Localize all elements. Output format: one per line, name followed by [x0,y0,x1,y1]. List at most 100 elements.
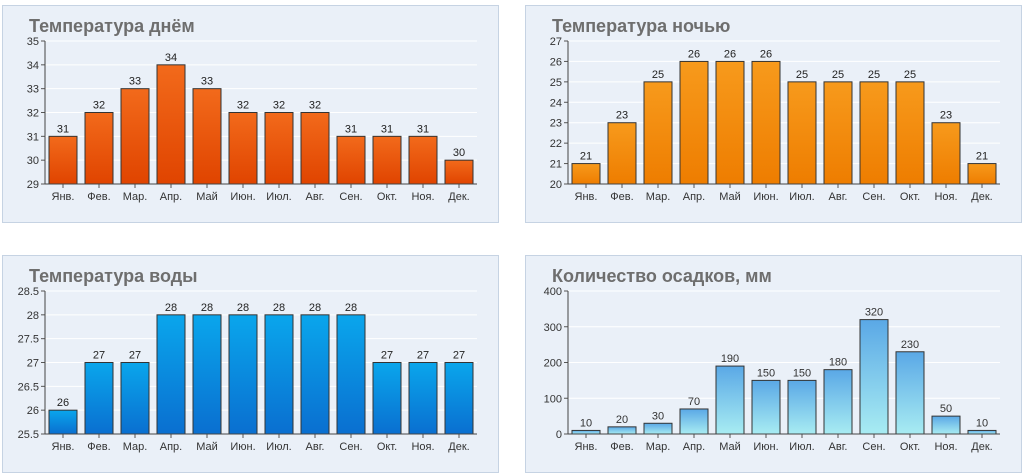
x-tick-label: Мар. [646,441,671,453]
bar [787,81,817,185]
x-tick-label: Апр. [683,191,705,203]
x-tick-label: Дек. [971,441,992,453]
data-label: 190 [721,353,739,365]
x-tick-label: Авг. [829,191,848,203]
bar [787,379,817,435]
data-label: 34 [165,52,177,64]
x-tick-label: Фев. [87,191,110,203]
bar [264,112,294,185]
bar [264,314,294,435]
bar [336,135,366,185]
bar [48,135,78,185]
data-label: 50 [940,403,952,415]
y-tick-label: 25.5 [18,429,39,441]
x-tick-label: Дек. [448,441,469,453]
data-label: 26 [688,48,700,60]
y-tick-label: 33 [27,84,39,96]
x-tick-label: Окт. [900,191,920,203]
x-tick-label: Фев. [87,441,110,453]
x-tick-label: Окт. [377,441,397,453]
bar [571,163,601,185]
x-tick-label: Фев. [610,441,633,453]
x-tick-label: Ноя. [411,441,434,453]
bar-chart: 0 100 200 300 400 10 Янв. 20 Фев. 30 Мар. 70 Апр. 190… [544,286,1000,453]
x-tick-label: Янв. [575,441,598,453]
bar [607,122,637,185]
data-label: 27 [381,350,393,362]
bar [48,409,78,435]
y-tick-label: 30 [27,155,39,167]
bar [823,81,853,185]
bar [679,408,709,435]
bar [967,429,997,435]
x-tick-label: Сен. [862,441,885,453]
y-tick-label: 32 [27,108,39,120]
x-tick-label: Ноя. [934,441,957,453]
data-label: 320 [865,307,883,319]
data-label: 10 [580,417,592,429]
data-label: 32 [237,100,249,112]
data-label: 32 [273,100,285,112]
x-tick-label: Окт. [377,191,397,203]
bar [751,60,781,185]
x-tick-label: Ноя. [411,191,434,203]
x-tick-label: Мар. [123,441,148,453]
bar [192,314,222,435]
chart-panel-precipitation: Количество осадков, мм 0 100 200 300 400 10 Ян… [525,255,1022,473]
y-tick-label: 25 [550,77,562,89]
x-tick-label: Апр. [160,441,182,453]
bar [751,379,781,435]
x-tick-label: Июл. [789,441,814,453]
x-tick-label: Мар. [123,191,148,203]
x-tick-label: Июн. [753,441,778,453]
data-label: 31 [417,123,429,135]
x-tick-label: Май [196,191,218,203]
data-label: 26 [57,397,69,409]
y-tick-label: 21 [550,159,562,171]
y-tick-label: 300 [544,322,562,334]
y-tick-label: 26.5 [18,381,39,393]
data-label: 32 [309,100,321,112]
y-tick-label: 29 [27,179,39,191]
x-tick-label: Июл. [266,441,291,453]
y-tick-label: 27 [27,358,39,370]
bar [300,314,330,435]
data-label: 30 [652,410,664,422]
data-label: 230 [901,339,919,351]
bar [643,422,673,435]
y-tick-label: 35 [27,36,39,48]
bar [408,362,438,435]
bar [931,415,961,435]
y-tick-label: 31 [27,131,39,143]
x-tick-label: Янв. [52,191,75,203]
data-label: 23 [616,110,628,122]
x-tick-label: Сен. [339,441,362,453]
chart-title: Температура ночью [552,16,731,36]
x-tick-label: Апр. [160,191,182,203]
y-tick-label: 27 [550,36,562,48]
data-label: 31 [345,123,357,135]
chart-title: Температура днём [29,16,195,36]
x-tick-label: Авг. [306,191,325,203]
bar-chart: 25.5 26 26.5 27 27.5 28 28.5 26 Янв. 27 Фев. 27 Мар.… [18,286,477,453]
bar [120,88,150,185]
bar [967,163,997,185]
y-tick-label: 400 [544,286,562,298]
chart-panel-day-temperature: Температура днём 29 30 31 32 33 34 35 31 Янв. 32 Ф… [2,5,499,223]
data-label: 25 [652,69,664,81]
bar [715,60,745,185]
y-tick-label: 20 [550,179,562,191]
data-label: 150 [793,367,811,379]
bar [859,319,889,435]
y-tick-label: 24 [550,97,562,109]
data-label: 33 [129,76,141,88]
bar [607,426,637,435]
data-label: 150 [757,367,775,379]
data-label: 25 [904,69,916,81]
bar [823,369,853,435]
x-tick-label: Июн. [230,191,255,203]
chart-title: Температура воды [29,266,198,286]
data-label: 30 [453,147,465,159]
bar [156,314,186,435]
data-label: 26 [724,48,736,60]
